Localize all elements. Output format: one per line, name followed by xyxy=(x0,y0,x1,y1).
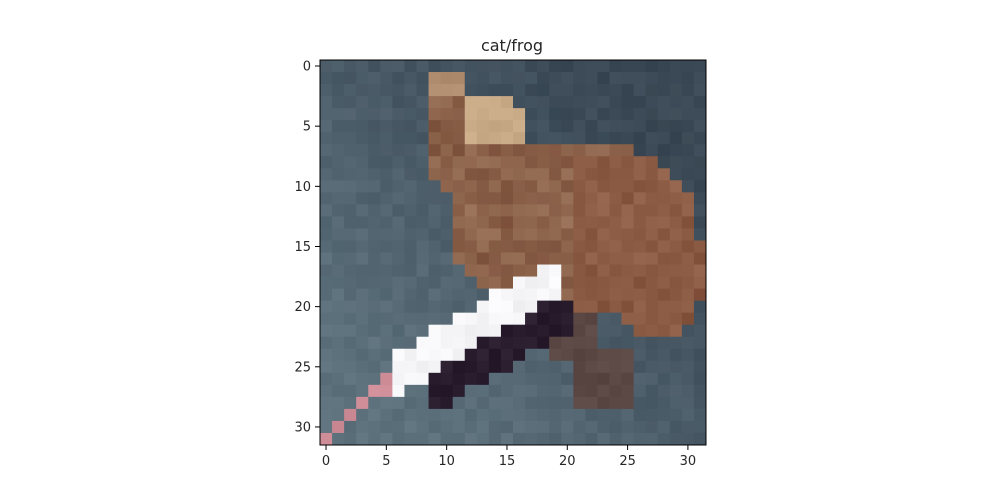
x-tick-label: 5 xyxy=(382,454,390,469)
y-tick-label: 25 xyxy=(294,360,311,375)
y-tick-label: 10 xyxy=(294,180,311,195)
image-title: cat/frog xyxy=(481,36,543,55)
x-tick-label: 30 xyxy=(680,454,697,469)
y-tick-label: 30 xyxy=(294,420,311,435)
y-tick-label: 20 xyxy=(294,300,311,315)
y-tick-label: 5 xyxy=(303,120,311,135)
x-tick-label: 20 xyxy=(559,454,576,469)
y-tick-label: 0 xyxy=(303,60,311,75)
pixel-image xyxy=(320,60,706,445)
y-axis: 0 5 10 15 20 25 30 xyxy=(294,60,320,436)
x-tick-label: 15 xyxy=(499,454,516,469)
x-axis: 0 5 10 15 20 25 30 xyxy=(322,445,696,469)
x-tick-label: 10 xyxy=(438,454,455,469)
x-tick-label: 25 xyxy=(619,454,636,469)
y-tick-label: 15 xyxy=(294,240,311,255)
x-tick-label: 0 xyxy=(322,454,330,469)
